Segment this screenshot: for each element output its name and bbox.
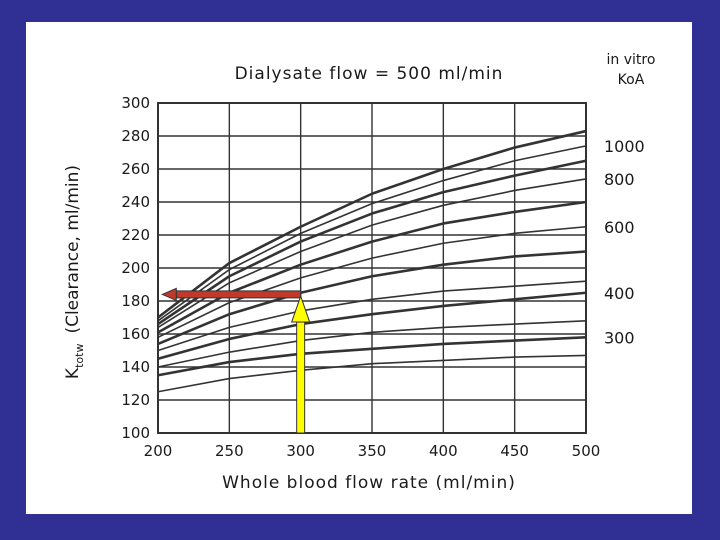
chart-grid bbox=[157, 102, 587, 434]
y-tick-label: 280 bbox=[121, 127, 150, 145]
series-line bbox=[157, 280, 587, 352]
series-line bbox=[157, 129, 587, 319]
x-tick-label: 350 bbox=[358, 442, 387, 460]
series-line bbox=[157, 250, 587, 346]
x-tick-label: 300 bbox=[286, 442, 315, 460]
chart-title: Dialysate flow = 500 ml/min bbox=[235, 64, 504, 84]
koa-label: 400 bbox=[604, 284, 635, 303]
koa-legend-title-line1: in vitro bbox=[607, 52, 656, 68]
x-tick-label: 500 bbox=[572, 442, 601, 460]
koa-label: 300 bbox=[604, 328, 635, 347]
y-axis-label: Ktotw (Clearance, ml/min) bbox=[63, 165, 86, 379]
y-tick-label: 240 bbox=[121, 193, 150, 211]
series-line bbox=[157, 320, 587, 368]
y-tick-label: 100 bbox=[121, 424, 150, 442]
koa-label: 1000 bbox=[604, 137, 645, 156]
yellow-arrow bbox=[290, 294, 311, 434]
arrow-shaft bbox=[296, 321, 306, 434]
series-line bbox=[157, 159, 587, 326]
y-tick-label: 140 bbox=[121, 358, 150, 376]
y-tick-label: 300 bbox=[121, 94, 150, 112]
clearance-chart: Dialysate flow = 500 ml/min in vitro KoA… bbox=[63, 52, 656, 493]
series-line bbox=[157, 225, 587, 339]
series-line bbox=[157, 336, 587, 377]
x-tick-label: 400 bbox=[429, 442, 458, 460]
red-arrow bbox=[161, 287, 302, 302]
koa-labels: 1000 800 600 400 300 bbox=[604, 137, 645, 347]
y-axis-label-main: K bbox=[63, 367, 83, 379]
y-axis-label-rest: (Clearance, ml/min) bbox=[63, 165, 83, 334]
arrows bbox=[161, 287, 311, 434]
arrow-head bbox=[290, 294, 311, 323]
series-line bbox=[157, 354, 587, 393]
series-line bbox=[157, 145, 587, 322]
y-tick-labels: 100 120 140 160 180 200 220 240 260 280 300 bbox=[121, 94, 150, 442]
series-line bbox=[157, 178, 587, 329]
arrow-head bbox=[161, 287, 177, 302]
y-tick-label: 120 bbox=[121, 391, 150, 409]
y-tick-label: 200 bbox=[121, 259, 150, 277]
series-line bbox=[157, 291, 587, 361]
arrow-shaft bbox=[175, 290, 302, 299]
y-tick-label: 160 bbox=[121, 325, 150, 343]
y-axis-label-subscript: totw bbox=[73, 344, 86, 368]
y-tick-label: 180 bbox=[121, 292, 150, 310]
y-tick-label: 220 bbox=[121, 226, 150, 244]
chart-panel: Dialysate flow = 500 ml/min in vitro KoA… bbox=[26, 22, 692, 514]
y-tick-label: 260 bbox=[121, 160, 150, 178]
x-tick-labels: 200 250 300 350 400 450 500 bbox=[144, 442, 601, 460]
chart-series bbox=[157, 129, 587, 393]
koa-label: 600 bbox=[604, 218, 635, 237]
x-axis-label: Whole blood flow rate (ml/min) bbox=[222, 473, 516, 493]
koa-legend-title-line2: KoA bbox=[618, 72, 645, 88]
x-tick-label: 250 bbox=[215, 442, 244, 460]
x-tick-label: 450 bbox=[500, 442, 529, 460]
koa-label: 800 bbox=[604, 170, 635, 189]
x-tick-label: 200 bbox=[144, 442, 173, 460]
